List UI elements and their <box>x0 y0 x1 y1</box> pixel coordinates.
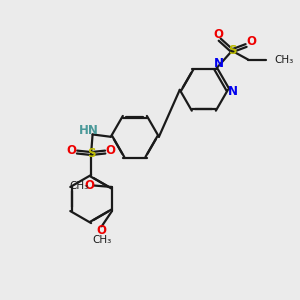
Text: O: O <box>67 144 77 157</box>
Text: S: S <box>228 44 236 57</box>
Text: N: N <box>228 85 238 98</box>
Text: HN: HN <box>79 124 99 137</box>
Text: O: O <box>213 28 223 41</box>
Text: N: N <box>214 57 224 70</box>
Text: CH₃: CH₃ <box>92 235 111 244</box>
Text: CH₃: CH₃ <box>69 181 88 190</box>
Text: S: S <box>87 147 95 160</box>
Text: O: O <box>106 144 116 157</box>
Text: CH₃: CH₃ <box>274 55 293 64</box>
Text: O: O <box>246 35 256 49</box>
Text: O: O <box>84 179 94 192</box>
Text: O: O <box>97 224 107 237</box>
